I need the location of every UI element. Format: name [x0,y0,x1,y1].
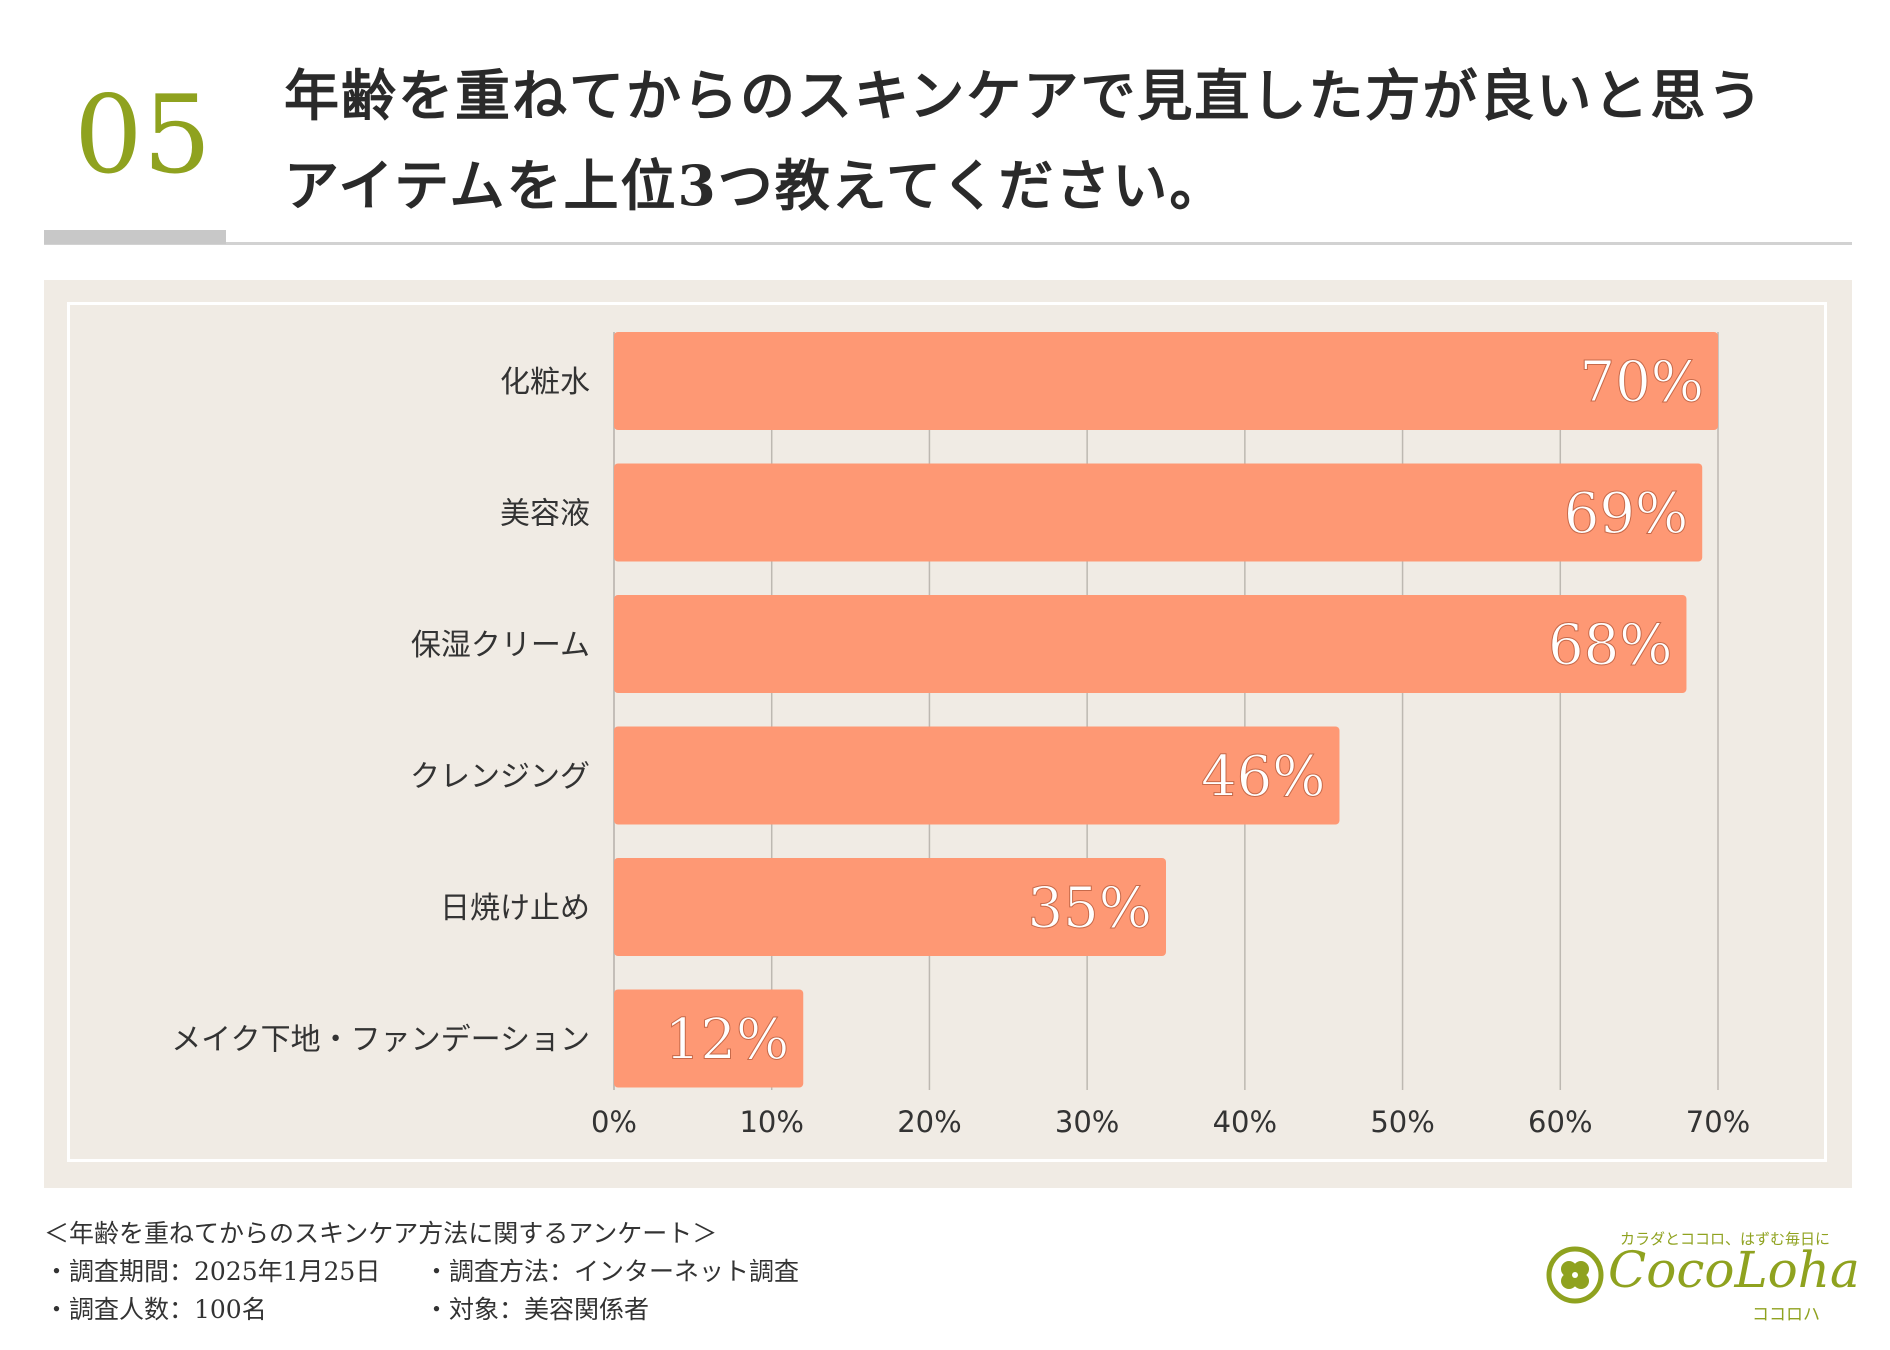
question-title-line-2: アイテムを上位3つ教えてください。 [284,153,1227,218]
bar-chart: 70% 69% 68% 46% 35% 12% 化粧水美容液保湿クリームクレンジング日焼け… [171,332,1750,1139]
x-tick-label: 50% [1370,1105,1434,1139]
bar-value-label: 46% [1201,745,1325,810]
bar-value-label: 68% [1548,613,1672,678]
category-label: 化粧水 [500,365,590,400]
x-tick-label: 70% [1686,1105,1750,1139]
bars: 70% 69% 68% 46% 35% 12% [614,332,1718,1088]
bar [614,726,1340,825]
survey-method: ・調査方法：インターネット調査 [424,1257,800,1286]
clover-logo-icon [1546,1246,1604,1304]
survey-row-2: ・調査人数：100名 ・対象：美容関係者 [44,1291,799,1329]
survey-title: ＜年齢を重ねてからのスキンケア方法に関するアンケート＞ [44,1219,718,1248]
x-axis-ticks: 0% 10% 20% 30% 40% 50% 60% 70% [591,1105,1750,1139]
bar-value-label: 69% [1564,482,1688,547]
bar-value-label: 12% [665,1008,789,1073]
x-tick-label: 10% [739,1105,803,1139]
chart-panel-border [67,302,1827,1162]
header-accent-bar [44,230,226,244]
logo-kana: ココロハ [1752,1305,1820,1325]
bar [614,463,1703,562]
x-tick-label: 40% [1213,1105,1277,1139]
bar [614,858,1166,956]
survey-target: ・対象：美容関係者 [424,1295,650,1324]
x-tick-label: 20% [897,1105,961,1139]
bar-value-label: 70% [1580,350,1704,415]
header-divider [44,242,1852,245]
bar [614,332,1718,430]
category-label: 日焼け止め [440,891,590,926]
bar [614,989,804,1088]
logo-wordmark: CocoLoha [1608,1241,1860,1299]
category-label: メイク下地・ファンデーション [171,1023,590,1058]
x-tick-label: 60% [1528,1105,1592,1139]
category-label: 美容液 [500,497,590,532]
survey-footer: ＜年齢を重ねてからのスキンケア方法に関するアンケート＞ ・調査期間：2025年1… [44,1215,799,1329]
question-number: 05 [74,73,212,198]
category-label: 保湿クリーム [411,628,590,663]
gridlines [613,332,1719,1090]
survey-respondents: ・調査人数：100名 [44,1295,267,1324]
category-label: クレンジング [410,760,590,795]
x-tick-label: 0% [591,1105,637,1139]
bar-value-label: 35% [1028,876,1152,941]
survey-period: ・調査期間：2025年1月25日 [44,1257,381,1286]
logo-tagline: カラダとココロ、はずむ毎日に [1620,1230,1831,1248]
x-tick-label: 30% [1055,1105,1119,1139]
question-title-line-1: 年齢を重ねてからのスキンケアで見直した方が良いと思う [284,63,1765,128]
bar [614,595,1687,693]
survey-row-1: ・調査期間：2025年1月25日 ・調査方法：インターネット調査 [44,1253,799,1291]
